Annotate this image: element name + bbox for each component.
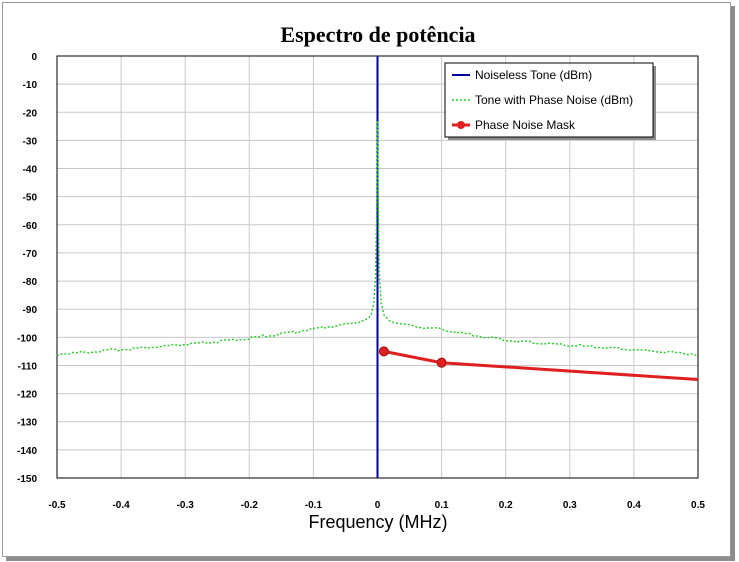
y-tick-label: -20 — [23, 108, 38, 119]
legend-entry-label: Phase Noise Mask — [475, 118, 576, 132]
x-tick-label: -0.3 — [177, 500, 195, 511]
legend: Noiseless Tone (dBm) Tone with Phase Nois… — [444, 62, 656, 140]
y-tick-label: -80 — [23, 277, 38, 288]
x-tick-label: -0.2 — [241, 500, 259, 511]
x-tick-label: 0.4 — [627, 500, 641, 511]
y-tick-label: -130 — [17, 418, 37, 429]
y-tick-label: -70 — [23, 249, 38, 260]
y-tick-label: -50 — [23, 193, 38, 204]
x-tick-label: 0.2 — [499, 500, 513, 511]
legend-box — [444, 62, 654, 138]
y-tick-label: -110 — [18, 361, 38, 372]
series-group — [56, 56, 699, 478]
mask-marker-point — [436, 357, 447, 368]
series-line-phase-noise — [56, 120, 699, 356]
legend-marker — [457, 121, 465, 129]
x-tick-label: -0.1 — [305, 500, 323, 511]
tick-labels: -0.5 -0.4 -0.3 -0.2 -0.1 0 0.1 0.2 0.3 0.4 0.5 0 -10… — [17, 52, 705, 511]
legend-entry-label: Noiseless Tone (dBm) — [475, 68, 592, 82]
y-tick-label: -30 — [23, 136, 38, 147]
chart-title: Espectro de potência — [280, 22, 475, 47]
x-tick-label: -0.4 — [112, 500, 130, 511]
mask-marker-point — [378, 346, 389, 357]
x-tick-label: 0.5 — [691, 500, 705, 511]
legend-entry-label: Tone with Phase Noise (dBm) — [475, 93, 633, 107]
y-tick-label: -90 — [23, 305, 38, 316]
x-tick-label: -0.5 — [48, 500, 66, 511]
x-tick-label: 0.3 — [563, 500, 577, 511]
y-tick-label: 0 — [31, 52, 37, 63]
y-tick-label: -40 — [23, 165, 38, 176]
x-tick-label: 0.1 — [435, 500, 449, 511]
y-tick-label: -60 — [23, 221, 38, 232]
x-tick-label: 0 — [375, 500, 381, 511]
y-tick-label: -140 — [17, 446, 37, 457]
y-tick-label: -120 — [17, 390, 37, 401]
y-tick-label: -150 — [17, 474, 37, 485]
y-tick-label: -10 — [23, 80, 38, 91]
y-tick-label: -100 — [17, 333, 37, 344]
x-axis-label: Frequency (MHz) — [308, 512, 447, 532]
